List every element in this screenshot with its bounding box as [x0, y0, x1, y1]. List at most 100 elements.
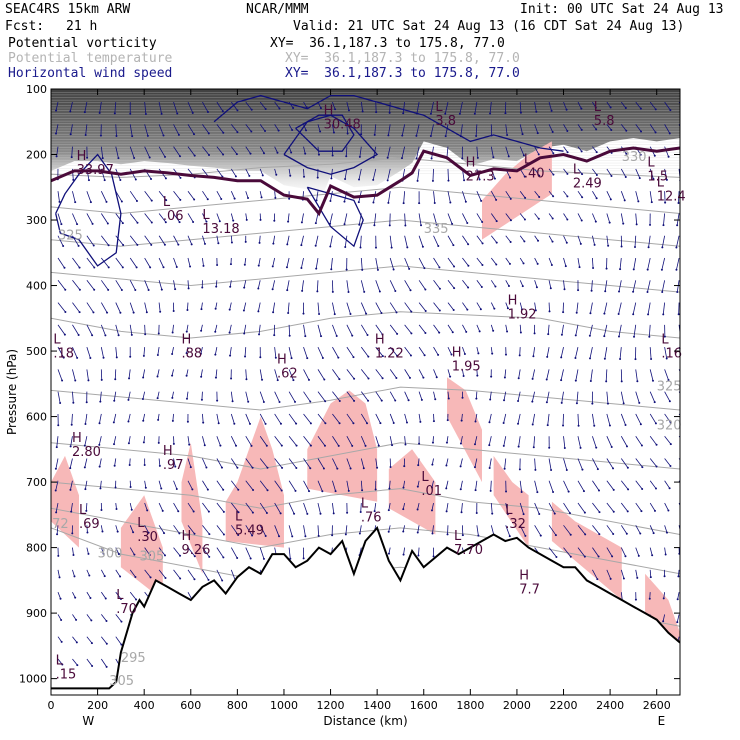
wind-vector-head	[351, 444, 354, 447]
extremum-value: .62	[277, 366, 298, 381]
wind-vector-head	[250, 444, 253, 447]
wind-vector	[649, 391, 656, 403]
wind-vector-head	[120, 620, 123, 623]
wind-vector-head	[606, 402, 609, 405]
wind-vector	[359, 525, 362, 534]
wind-vector-head	[352, 356, 355, 359]
wind-vector-head	[157, 441, 160, 444]
wind-vector-head	[164, 177, 167, 180]
wind-vector	[620, 413, 626, 426]
wind-vector	[245, 547, 252, 559]
extremum-type: L	[163, 195, 171, 210]
wind-vector-head	[347, 291, 350, 294]
wind-vector-head	[649, 223, 652, 226]
wind-vector	[286, 235, 290, 245]
wind-vector-head	[376, 268, 379, 271]
wind-vector-head	[668, 132, 671, 135]
wind-vector-head	[288, 334, 291, 337]
wind-vector-head	[535, 286, 538, 289]
wind-vector	[230, 124, 238, 133]
wind-vector	[57, 369, 63, 381]
wind-vector-head	[344, 246, 347, 249]
wind-vector	[86, 347, 91, 359]
wind-vector	[519, 502, 524, 515]
wind-vector-head	[580, 219, 583, 222]
wind-vector-head	[435, 376, 438, 379]
wind-vector-head	[191, 111, 194, 114]
wind-vector	[158, 502, 164, 512]
wind-vector-head	[287, 220, 290, 223]
wind-vector-head	[565, 108, 568, 111]
extremum-type: H	[324, 103, 334, 118]
wind-vector-head	[347, 489, 350, 492]
contour-label: 72	[52, 517, 69, 532]
wind-vector	[143, 347, 146, 356]
wind-vector-head	[279, 422, 282, 425]
wind-vector-head	[192, 510, 195, 513]
wind-vector-head	[334, 490, 337, 493]
wind-vector	[315, 213, 319, 224]
wind-vector	[202, 213, 207, 222]
wind-vector-head	[332, 512, 335, 515]
wind-vector-head	[200, 375, 203, 378]
wind-vector-head	[58, 200, 61, 203]
wind-vector	[84, 458, 88, 468]
wind-vector	[173, 458, 176, 467]
wind-vector-head	[451, 222, 454, 225]
wind-vector-head	[506, 307, 509, 310]
wind-vector	[101, 614, 107, 622]
wind-vector-head	[228, 331, 231, 334]
wind-vector-head	[103, 179, 106, 182]
wind-vector	[186, 369, 189, 376]
wind-vector-head	[663, 575, 666, 578]
wind-vector	[345, 146, 348, 157]
wind-vector	[229, 280, 232, 287]
wind-vector-head	[308, 490, 311, 493]
wind-vector-head	[347, 109, 350, 112]
wind-vector-head	[222, 488, 225, 491]
wind-vector	[577, 168, 583, 175]
wind-vector-head	[202, 421, 205, 424]
extremum-type: H	[181, 529, 191, 544]
wind-vector-head	[593, 243, 596, 246]
wind-vector-head	[387, 552, 390, 555]
wind-vector	[606, 436, 613, 448]
wind-vector-head	[222, 131, 225, 134]
wind-vector-head	[207, 132, 210, 135]
wind-vector	[173, 257, 178, 268]
extremum-type: L	[235, 509, 243, 524]
wind-vector	[548, 525, 557, 536]
wind-vector	[577, 190, 583, 198]
wind-vector-head	[650, 201, 653, 204]
wind-vector-head	[638, 401, 641, 404]
wind-vector	[72, 658, 78, 666]
wind-vector-head	[653, 509, 656, 512]
wind-vector	[505, 324, 508, 332]
wind-vector-head	[174, 465, 177, 468]
wind-vector-head	[394, 399, 397, 402]
wind-vector	[389, 102, 391, 113]
wind-vector-head	[62, 245, 65, 248]
wind-vector	[144, 235, 152, 246]
wind-vector-head	[142, 376, 145, 379]
wind-vector-head	[538, 174, 541, 177]
x-tick-label: 1400	[363, 699, 391, 712]
wind-vector-head	[463, 179, 466, 182]
wind-vector-head	[622, 402, 625, 405]
wind-vector	[505, 302, 509, 309]
wind-vector-head	[366, 334, 369, 337]
wind-vector	[548, 280, 552, 289]
wind-vector-head	[179, 577, 182, 580]
wind-vector-head	[201, 286, 204, 289]
wind-vector	[317, 525, 320, 536]
wind-vector-head	[220, 466, 223, 469]
wind-vector	[274, 369, 279, 381]
wind-vector-head	[358, 223, 361, 226]
extremum-type: L	[137, 516, 145, 531]
extremum-value: 33.97	[77, 163, 114, 178]
wind-vector-head	[495, 241, 498, 244]
wind-vector-head	[293, 512, 296, 515]
wind-vector-head	[148, 156, 151, 159]
wind-vector	[632, 280, 637, 292]
wind-vector-head	[504, 112, 507, 115]
